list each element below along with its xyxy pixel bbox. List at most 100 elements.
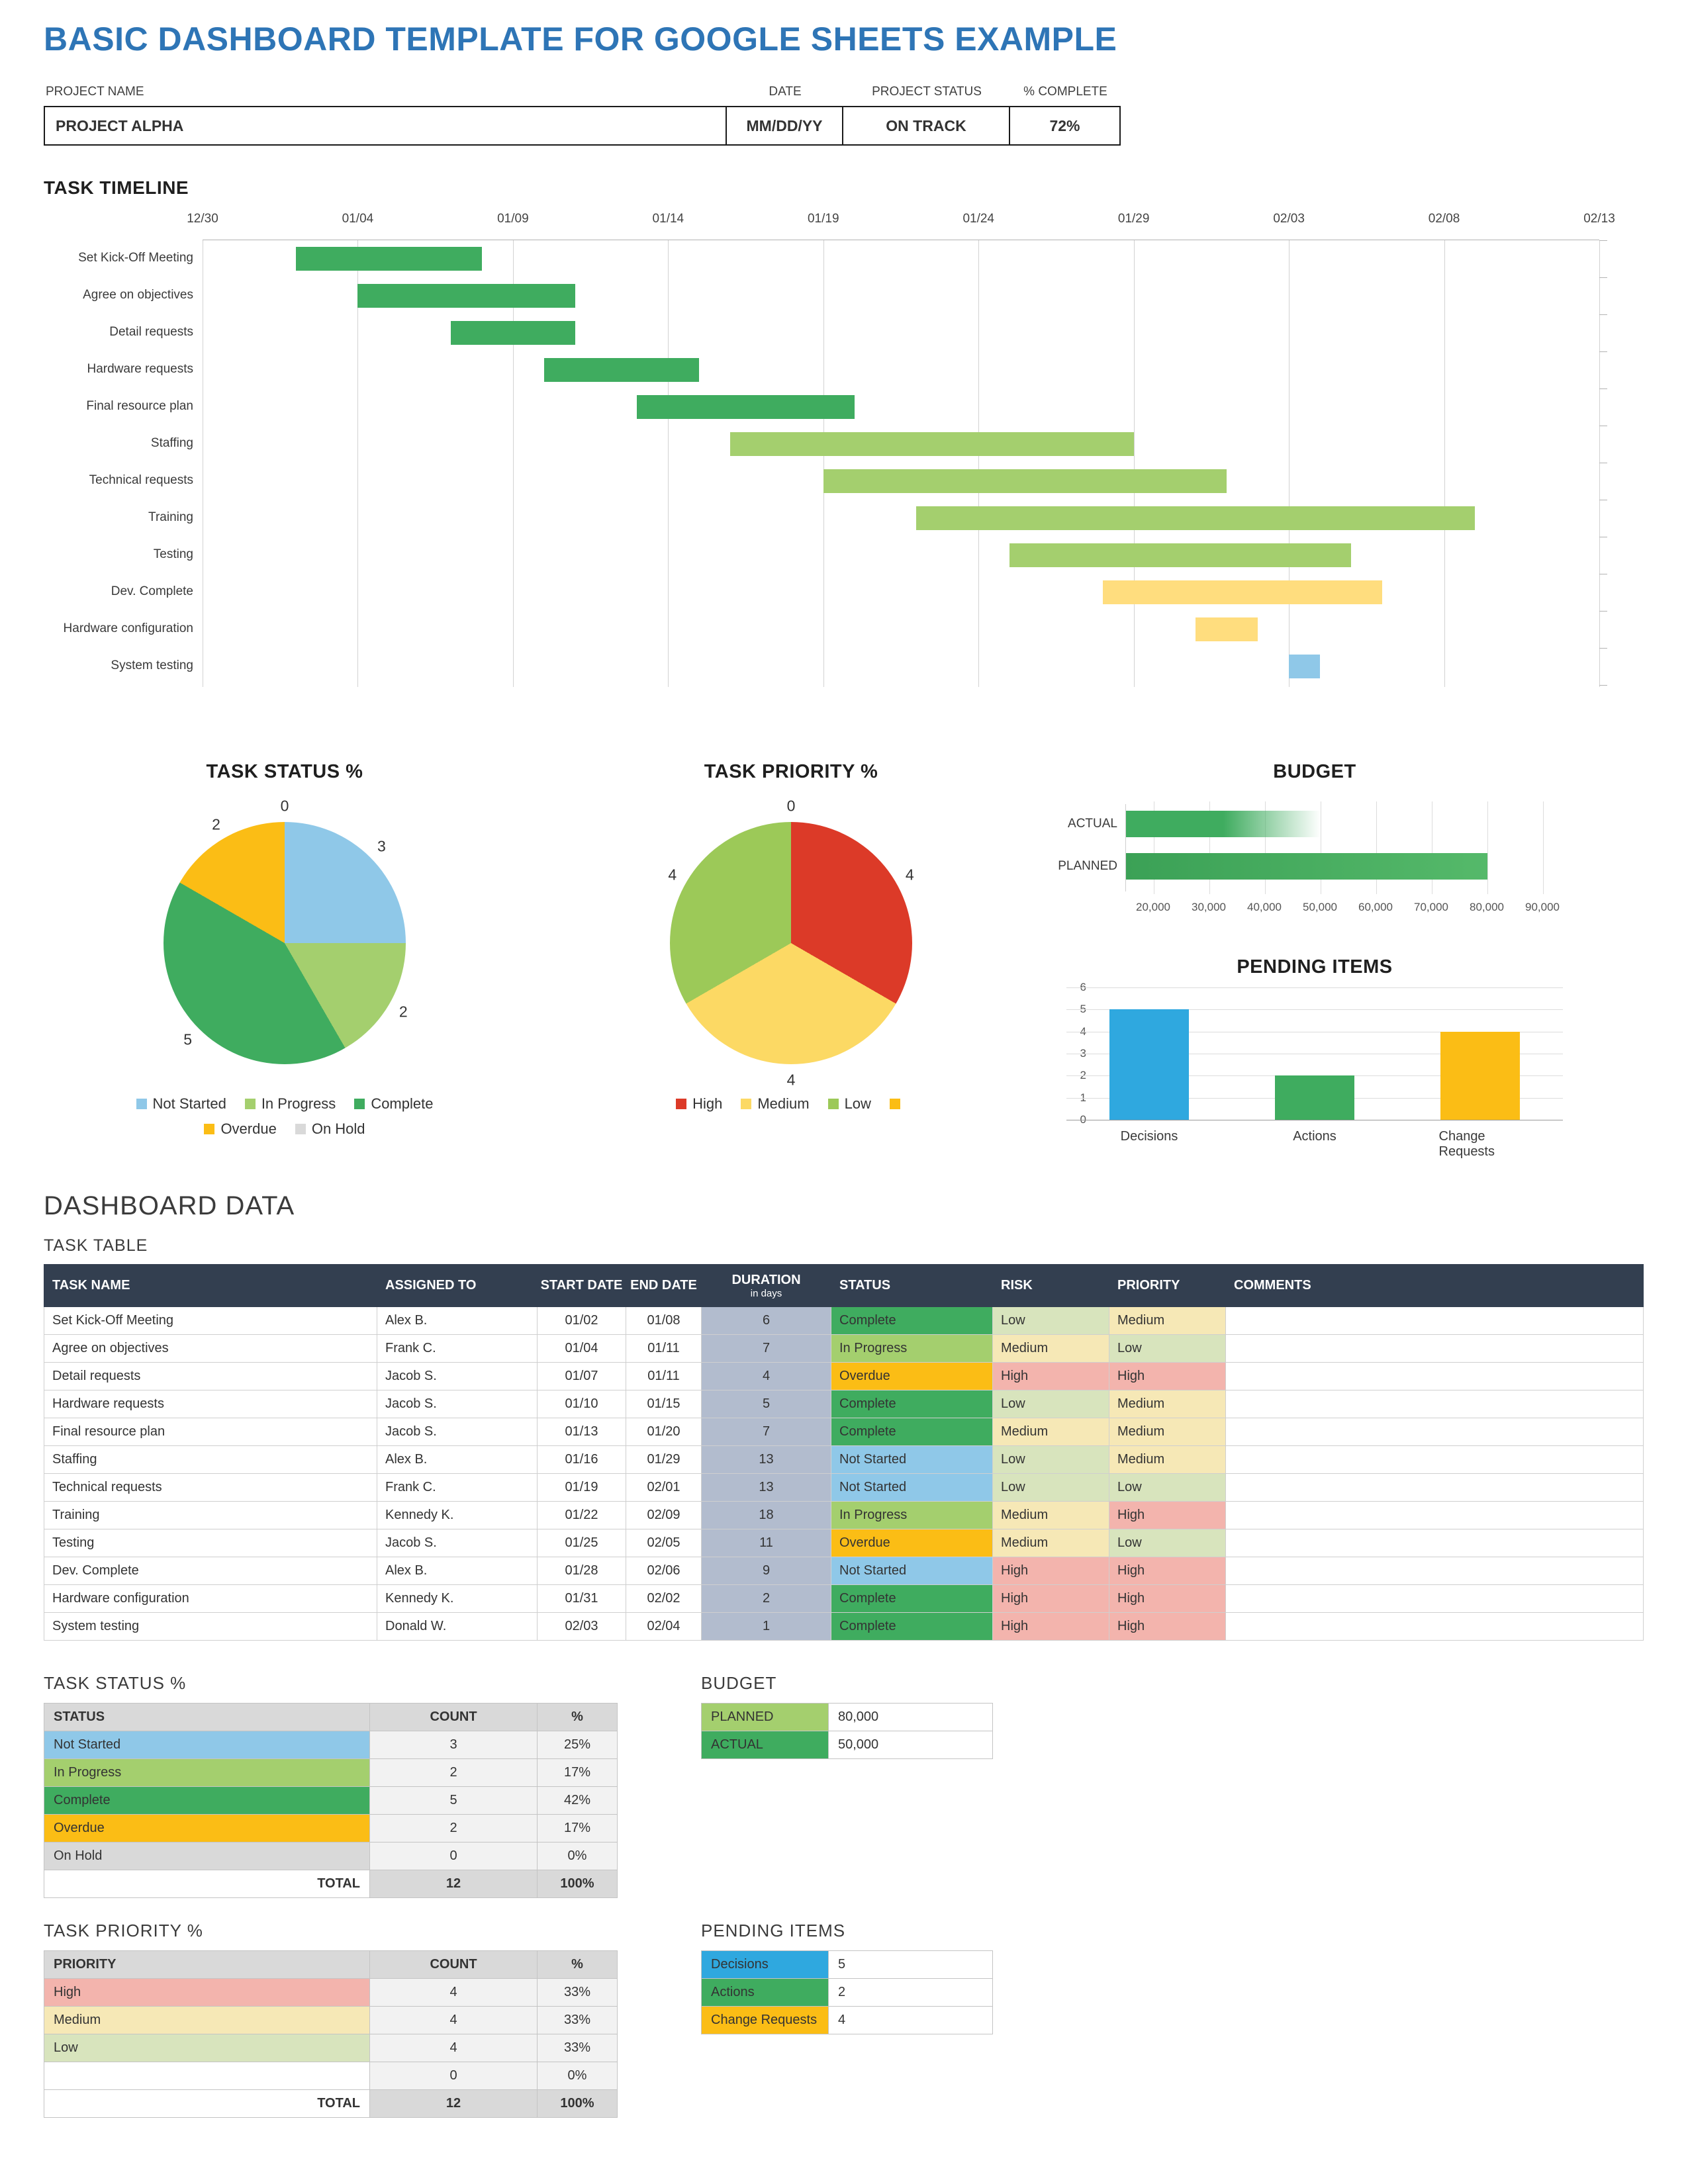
legend-row: High Medium Low <box>676 1095 906 1113</box>
comments-cell <box>1225 1584 1644 1613</box>
dashboard-data-title: DASHBOARD DATA <box>44 1191 295 1220</box>
risk-cell: Low <box>992 1445 1109 1474</box>
risk-cell: Medium <box>992 1501 1109 1529</box>
gantt-gridline <box>1444 240 1445 687</box>
status-cell: Not Started <box>831 1557 993 1585</box>
low-legend-swatch <box>827 1099 839 1109</box>
summary-label-cell: Complete <box>44 1786 370 1815</box>
priority-cell: Medium <box>1109 1306 1226 1335</box>
task-status-pie-wrap: 3 2 5 2 0 <box>132 797 437 1095</box>
start-date-cell: 01/31 <box>537 1584 626 1613</box>
start-date-cell: 01/10 <box>537 1390 626 1418</box>
gantt-right-tick <box>1599 314 1607 315</box>
budget-axis-tick: 40,000 <box>1247 901 1282 913</box>
gantt-bar <box>823 469 1227 493</box>
budget-gridline <box>1376 801 1377 894</box>
task-table-body: Set Kick-Off Meeting Alex B. 01/02 01/08 6 Co… <box>44 1306 1644 1641</box>
task-row: Set Kick-Off Meeting Alex B. 01/02 01/08 6 Co… <box>44 1306 1644 1335</box>
assigned-to-cell: Frank C. <box>377 1334 538 1363</box>
overdue-legend-swatch <box>204 1124 215 1134</box>
task-timeline-title: TASK TIMELINE <box>44 177 189 198</box>
status-cell: In Progress <box>831 1501 993 1529</box>
task-name-cell: System testing <box>44 1612 377 1641</box>
task-priority-pie <box>670 822 912 1064</box>
gantt-right-tick <box>1599 648 1607 649</box>
start-date-cell: 01/02 <box>537 1306 626 1335</box>
summary-label-cell: High <box>44 1978 370 2007</box>
summary-row: Low 4 33% <box>44 2034 618 2062</box>
status-cell: Overdue <box>831 1362 993 1390</box>
legend-item: Not Started <box>136 1095 226 1113</box>
legend-item: Low <box>827 1095 871 1113</box>
budget-table: PLANNED 80,000 ACTUAL 50,000 <box>701 1703 993 1759</box>
gantt-gridline <box>357 240 359 687</box>
task-priority-chart-title: TASK PRIORITY % <box>704 761 878 782</box>
risk-cell: Medium <box>992 1418 1109 1446</box>
task-timeline-chart: 12/30 01/04 01/09 01/14 01/19 01/24 01/29 02/03… <box>44 206 1646 700</box>
priority-cell: High <box>1109 1612 1226 1641</box>
pending-bar <box>1275 1075 1354 1120</box>
legend-item <box>889 1095 906 1113</box>
summary-value-cell: 42% <box>537 1786 618 1815</box>
assigned-to-cell: Frank C. <box>377 1473 538 1502</box>
task-row: Dev. Complete Alex B. 01/28 02/06 9 Not Start… <box>44 1557 1644 1585</box>
pie-value-label: 3 <box>377 837 386 855</box>
budget-axis-tick: 20,000 <box>1136 901 1170 913</box>
end-date-cell: 01/11 <box>626 1334 702 1363</box>
risk-cell: Medium <box>992 1334 1109 1363</box>
legend-label: High <box>692 1095 723 1112</box>
task-table-header: DURATION in days <box>701 1264 831 1307</box>
assigned-to-cell: Alex B. <box>377 1306 538 1335</box>
percent-complete-label: % COMPLETE <box>1023 85 1107 99</box>
gantt-axis-tick: 01/04 <box>342 212 374 226</box>
not-started-legend-swatch <box>136 1099 147 1109</box>
task-name-cell: Hardware configuration <box>44 1584 377 1613</box>
pending-items-chart-title: PENDING ITEMS <box>1237 956 1393 978</box>
summary-value-cell: 17% <box>537 1814 618 1843</box>
comments-cell <box>1225 1473 1644 1502</box>
pending-chart-area: 0 1 2 3 4 5 6 Decisions Actions Change Requests <box>1030 981 1599 1160</box>
budget-axis-tick: 90,000 <box>1525 901 1560 913</box>
assigned-to-cell: Kennedy K. <box>377 1584 538 1613</box>
comments-cell <box>1225 1501 1644 1529</box>
budget-chart-title: BUDGET <box>1273 761 1356 782</box>
budget-row-label: PLANNED <box>1058 859 1117 873</box>
status-cell: Complete <box>831 1390 993 1418</box>
legend-label: Low <box>844 1095 871 1112</box>
budget-gridline <box>1487 801 1488 894</box>
comments-cell <box>1225 1306 1644 1335</box>
pending-gridline <box>1066 987 1563 988</box>
summary-header: PRIORITY <box>44 1950 370 1979</box>
gantt-task-label: Set Kick-Off Meeting <box>78 251 193 265</box>
summary-header-row: STATUS COUNT% <box>44 1703 618 1731</box>
pending-y-tick: 2 <box>1080 1069 1086 1082</box>
summary-label-cell: On Hold <box>44 1842 370 1870</box>
mini-row: Decisions 5 <box>701 1950 993 1979</box>
gantt-axis-tick: 02/08 <box>1428 212 1460 226</box>
summary-row: 0 0% <box>44 2062 618 2090</box>
legend-item: Medium <box>741 1095 810 1113</box>
summary-row: Complete 5 42% <box>44 1786 618 1815</box>
task-row: Detail requests Jacob S. 01/07 01/11 4 Overdu… <box>44 1362 1644 1390</box>
pending-items-table-title: PENDING ITEMS <box>701 1921 846 1940</box>
end-date-cell: 02/04 <box>626 1612 702 1641</box>
pie-value-label: 4 <box>905 866 914 883</box>
end-date-cell: 02/06 <box>626 1557 702 1585</box>
task-row: System testing Donald W. 02/03 02/04 1 Comple… <box>44 1612 1644 1641</box>
end-date-cell: 01/20 <box>626 1418 702 1446</box>
gantt-bar <box>1009 543 1351 567</box>
summary-row: On Hold 0 0% <box>44 1842 618 1870</box>
budget-axis-tick: 30,000 <box>1192 901 1226 913</box>
assigned-to-cell: Jacob S. <box>377 1418 538 1446</box>
comments-cell <box>1225 1529 1644 1557</box>
task-name-cell: Detail requests <box>44 1362 377 1390</box>
status-cell: Not Started <box>831 1445 993 1474</box>
task-status-pie <box>164 822 406 1064</box>
gantt-task-label: Hardware requests <box>87 362 193 376</box>
assigned-to-cell: Alex B. <box>377 1557 538 1585</box>
task-table-header: END DATE <box>626 1264 702 1307</box>
gantt-axis-tick: 12/30 <box>187 212 218 226</box>
mini-label-cell: ACTUAL <box>701 1731 829 1759</box>
task-status-table-title: TASK STATUS % <box>44 1673 187 1693</box>
